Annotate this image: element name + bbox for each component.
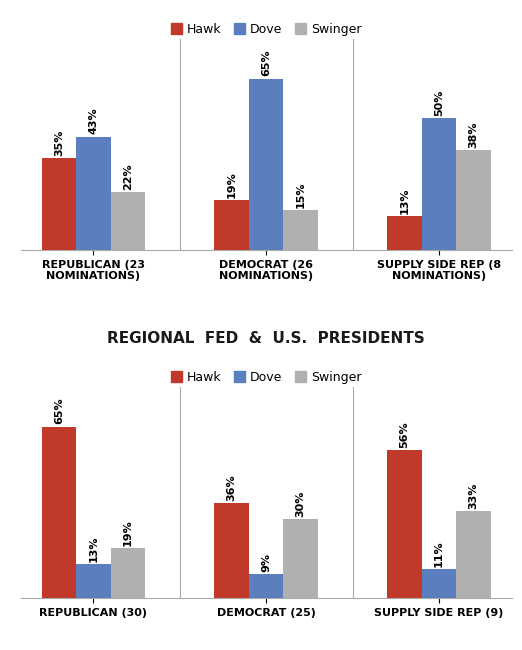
Bar — [111, 192, 145, 250]
Title: REGIONAL  FED  &  U.S.  PRESIDENTS: REGIONAL FED & U.S. PRESIDENTS — [108, 331, 425, 346]
Text: 11%: 11% — [434, 540, 444, 567]
Bar — [387, 216, 422, 250]
Bar — [42, 158, 76, 250]
Text: 50%: 50% — [434, 90, 444, 116]
Text: 30%: 30% — [296, 490, 306, 517]
Legend: Hawk, Dove, Swinger: Hawk, Dove, Swinger — [165, 18, 367, 41]
Text: 65%: 65% — [261, 50, 271, 77]
Bar — [215, 200, 249, 250]
Text: 19%: 19% — [227, 171, 236, 198]
Bar — [215, 503, 249, 598]
Text: 19%: 19% — [123, 519, 133, 546]
Bar — [249, 574, 283, 598]
Text: 22%: 22% — [123, 163, 133, 190]
Text: 33%: 33% — [469, 482, 479, 509]
Text: 35%: 35% — [54, 129, 64, 155]
Bar — [42, 426, 76, 598]
Text: 13%: 13% — [88, 535, 99, 562]
Legend: Hawk, Dove, Swinger: Hawk, Dove, Swinger — [165, 366, 367, 389]
Text: 9%: 9% — [261, 553, 271, 572]
Bar — [76, 564, 111, 598]
Text: 15%: 15% — [296, 182, 306, 208]
Bar — [456, 511, 491, 598]
Text: 36%: 36% — [227, 474, 236, 501]
Bar — [387, 450, 422, 598]
Bar — [283, 211, 318, 250]
Text: 13%: 13% — [399, 187, 409, 214]
Bar — [283, 519, 318, 598]
Bar — [76, 136, 111, 250]
Bar — [422, 118, 456, 250]
Text: 56%: 56% — [399, 422, 409, 448]
Bar — [456, 150, 491, 250]
Bar — [422, 569, 456, 598]
Text: 38%: 38% — [469, 121, 479, 148]
Bar — [249, 79, 283, 250]
Text: 43%: 43% — [88, 108, 99, 135]
Text: 65%: 65% — [54, 398, 64, 424]
Bar — [111, 548, 145, 598]
